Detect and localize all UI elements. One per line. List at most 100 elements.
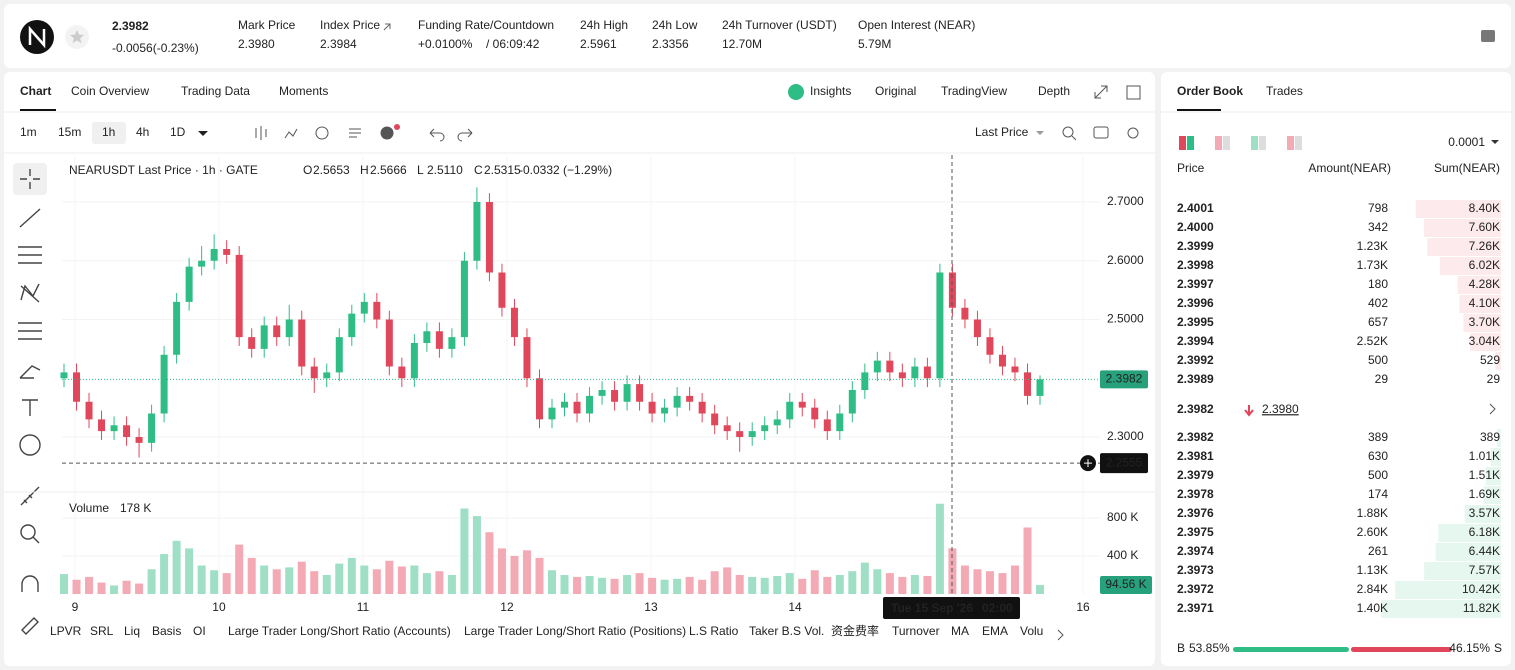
volume-bar <box>960 565 969 594</box>
indicator-tab[interactable]: Liq <box>124 624 140 638</box>
chevron[interactable] <box>1489 403 1496 415</box>
interval[interactable]: 1m <box>20 125 37 139</box>
indicator-tab[interactable]: Large Trader Long/Short Ratio (Positions… <box>464 624 686 638</box>
x-tick-label: 12 <box>500 600 514 614</box>
indicator-tab[interactable]: EMA <box>982 624 1008 638</box>
candle-body <box>973 319 981 338</box>
tab[interactable]: Order Book <box>1177 84 1243 98</box>
tab[interactable]: Coin Overview <box>71 84 149 98</box>
volume-bar <box>285 567 294 594</box>
interval[interactable]: 1h <box>102 125 115 139</box>
view-tab[interactable]: Depth <box>1038 84 1070 98</box>
volume-bar <box>985 571 994 594</box>
candle-body <box>510 307 518 338</box>
tab[interactable]: Trading Data <box>181 84 250 98</box>
indicator-tab[interactable]: Taker B.S Vol. <box>749 624 824 638</box>
indicator-tab[interactable]: MA <box>951 624 969 638</box>
volume-bar <box>185 548 194 594</box>
tab[interactable]: Chart <box>20 84 51 98</box>
volume-bar <box>60 574 68 594</box>
depth-bar <box>1470 333 1501 351</box>
price: 2.3996 <box>1177 296 1214 310</box>
depth-bar <box>1424 562 1501 580</box>
price-type[interactable]: Last Price <box>975 125 1029 139</box>
precision[interactable]: 0.0001 <box>1448 135 1485 149</box>
volume-tick-label: 800 K <box>1107 510 1138 524</box>
candle-body <box>561 401 569 408</box>
indicator-tab[interactable]: Basis <box>152 624 181 638</box>
sell-bar <box>1350 647 1452 652</box>
interval[interactable]: 15m <box>58 125 81 139</box>
y-tick-label: 2.3000 <box>1107 429 1144 443</box>
candle-body <box>223 249 231 255</box>
y-tick-label: 2.7000 <box>1107 194 1144 208</box>
dropdown-arrow[interactable] <box>198 131 208 136</box>
indicator-tab[interactable]: 资金费率 <box>831 623 879 638</box>
indicator-tab[interactable]: Large Trader Long/Short Ratio (Accounts) <box>228 624 451 638</box>
candle-body <box>573 401 581 414</box>
view-tab[interactable]: Insights <box>810 84 851 98</box>
volume-bar <box>222 573 231 594</box>
book-view-icons <box>1179 136 1302 150</box>
indicator-tab[interactable]: LPVR <box>50 624 82 638</box>
indicator-tab[interactable]: OI <box>193 624 206 638</box>
depth-bar <box>1438 524 1501 542</box>
volume-bar <box>397 566 406 594</box>
indicator-tab[interactable]: Volu <box>1020 624 1043 638</box>
settings-icon[interactable] <box>1481 30 1495 42</box>
volume-bar <box>598 577 607 594</box>
volume-bar <box>610 578 619 594</box>
depth-bar <box>1490 448 1501 466</box>
expand-icon[interactable] <box>1094 85 1108 99</box>
down-arrow <box>1244 405 1254 417</box>
candle-body <box>485 202 493 273</box>
volume-bar <box>810 570 819 594</box>
stat-value: +0.0100% <box>418 37 473 51</box>
indicator-tab[interactable]: L.S Ratio <box>689 624 739 638</box>
chevron[interactable] <box>1057 629 1064 641</box>
view-tab[interactable]: Original <box>875 84 916 98</box>
stat-label: Mark Price <box>238 18 296 32</box>
volume-bar <box>235 544 244 594</box>
ohlc-value: 2.5110 <box>427 163 463 177</box>
price: 2.4000 <box>1177 220 1214 234</box>
candle-body <box>598 390 606 396</box>
volume-bar <box>835 574 844 594</box>
tab[interactable]: Moments <box>279 84 328 98</box>
precision-arrow[interactable] <box>1491 140 1499 144</box>
y-tick-label: 2.6000 <box>1107 253 1144 267</box>
sum: 4.10K <box>1469 296 1500 310</box>
candle-body <box>160 354 168 414</box>
candle-body <box>786 401 794 420</box>
ohlc-value: 2.5653 <box>313 163 350 177</box>
candle-body <box>248 337 256 349</box>
volume-bar <box>973 569 982 594</box>
volume-bar <box>335 563 344 594</box>
indicator-tab[interactable]: SRL <box>90 624 114 638</box>
header-card <box>4 4 1511 68</box>
candle-body <box>448 337 456 349</box>
amount: 500 <box>1368 468 1388 482</box>
window-icon[interactable] <box>1126 85 1141 100</box>
interval[interactable]: 4h <box>136 125 149 139</box>
stat-label: Index Price <box>320 18 380 32</box>
volume-bar <box>522 550 531 594</box>
stat-value: 2.3980 <box>238 37 275 51</box>
stat-extra: / 06:09:42 <box>486 37 540 51</box>
x-tick-label: 9 <box>72 600 79 614</box>
volume-bar <box>260 565 269 594</box>
price: 2.3994 <box>1177 334 1214 348</box>
sell-label: S <box>1494 641 1502 655</box>
tab[interactable]: Trades <box>1266 84 1303 98</box>
interval[interactable]: 1D <box>170 125 186 139</box>
volume-bar <box>72 579 81 594</box>
view-tab[interactable]: TradingView <box>941 84 1007 98</box>
depth-bar <box>1495 352 1501 370</box>
volume-bar <box>998 573 1007 594</box>
indicator-tab[interactable]: Turnover <box>892 624 940 638</box>
amount: 1.73K <box>1357 258 1388 272</box>
last-price-box <box>1100 370 1148 389</box>
candle-body <box>961 307 969 320</box>
candle-body <box>185 266 193 302</box>
volume-bar <box>422 573 431 594</box>
